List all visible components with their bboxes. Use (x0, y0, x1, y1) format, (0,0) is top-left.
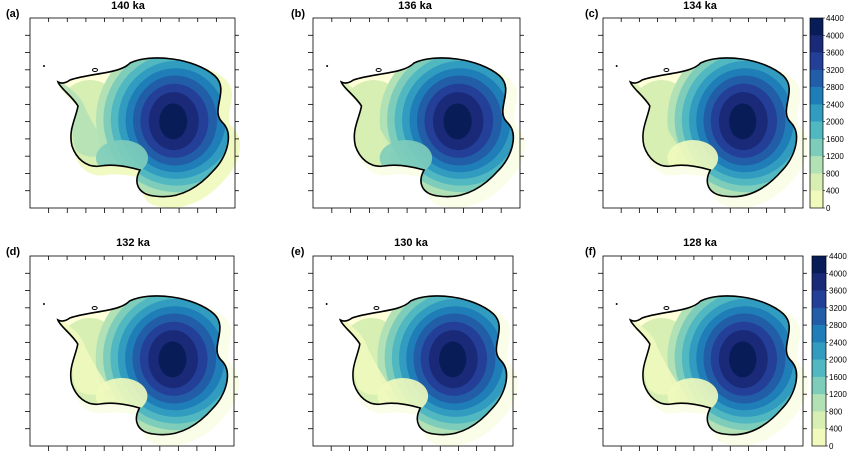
colorbar-tick-label: 4400 (826, 14, 844, 23)
colorbar-band (810, 104, 823, 122)
panel-label: (b) (291, 8, 305, 20)
colorbar-tick-label: 800 (829, 407, 843, 416)
panel-label: (c) (585, 8, 599, 20)
panel-label: (f) (585, 246, 596, 258)
panel-a: 140 ka (a) (6, 0, 241, 213)
panel-d: 132 ka (d) (6, 237, 240, 451)
colorbar-tick-label: 3200 (826, 66, 844, 75)
colorbar-tick-label: 1200 (829, 390, 847, 399)
panel-title: 128 ka (683, 237, 718, 249)
colorbar-band (810, 18, 823, 36)
panel-title: 136 ka (398, 0, 433, 12)
colorbar-band (812, 428, 826, 447)
colorbar-tick-label: 2000 (829, 356, 847, 365)
colorbar-tick-label: 0 (826, 204, 831, 213)
colorbar-tick-label: 400 (829, 425, 843, 434)
colorbar-band (812, 411, 826, 430)
colorbar-tick-label: 2800 (829, 321, 847, 330)
panel-f: 128 ka (f) (585, 237, 808, 451)
colorbar-tick-label: 2400 (826, 100, 844, 109)
panel-title: 130 ka (394, 237, 429, 249)
panel-title: 132 ka (116, 237, 151, 249)
panel-label: (a) (6, 8, 20, 20)
colorbar-tick-label: 400 (826, 187, 840, 196)
colorbar-band (812, 273, 826, 291)
colorbar-tick-label: 3600 (829, 287, 847, 296)
colorbar-band (812, 325, 826, 343)
panel-b: 136 ka (b) (291, 0, 526, 213)
panel-label: (d) (6, 246, 20, 258)
colorbar-band (812, 290, 826, 309)
colorbar-band (810, 121, 823, 140)
colorbar-tick-label: 4000 (829, 269, 847, 278)
colorbar-band (812, 342, 826, 360)
colorbar-tick-label: 0 (829, 442, 834, 451)
colorbar-tick-label: 4400 (829, 252, 847, 261)
colorbar-tick-label: 1600 (826, 135, 844, 144)
colorbar-band (810, 173, 823, 192)
colorbar-band (810, 138, 823, 157)
colorbar-tick-label: 2000 (826, 118, 844, 127)
colorbar-band (810, 87, 823, 105)
colorbar-band (812, 256, 826, 274)
colorbar-tick-label: 2400 (829, 338, 847, 347)
colorbar-band (812, 394, 826, 412)
colorbar-tick-label: 3200 (829, 304, 847, 313)
panel-e: 130 ka (e) (291, 237, 518, 451)
colorbar-band (810, 52, 823, 71)
colorbar-tick-label: 1600 (829, 373, 847, 382)
colorbar: 4400400036003200280024002000160012008004… (809, 14, 844, 213)
colorbar: 4400400036003200280024002000160012008004… (811, 252, 847, 451)
colorbar-band (810, 190, 823, 209)
panel-c: 134 ka (c) (585, 0, 808, 213)
colorbar-tick-label: 2800 (826, 83, 844, 92)
panel-title: 140 ka (111, 0, 146, 12)
colorbar-tick-label: 800 (826, 169, 840, 178)
panel-label: (e) (291, 246, 305, 258)
colorbar-band (810, 156, 823, 174)
colorbar-band (810, 35, 823, 53)
colorbar-band (810, 69, 823, 88)
colorbar-band (812, 307, 826, 326)
colorbar-band (812, 359, 826, 378)
colorbar-band (812, 376, 826, 395)
colorbar-tick-label: 3600 (826, 49, 844, 58)
panel-title: 134 ka (683, 0, 718, 12)
colorbar-tick-label: 4000 (826, 31, 844, 40)
colorbar-tick-label: 1200 (826, 152, 844, 161)
